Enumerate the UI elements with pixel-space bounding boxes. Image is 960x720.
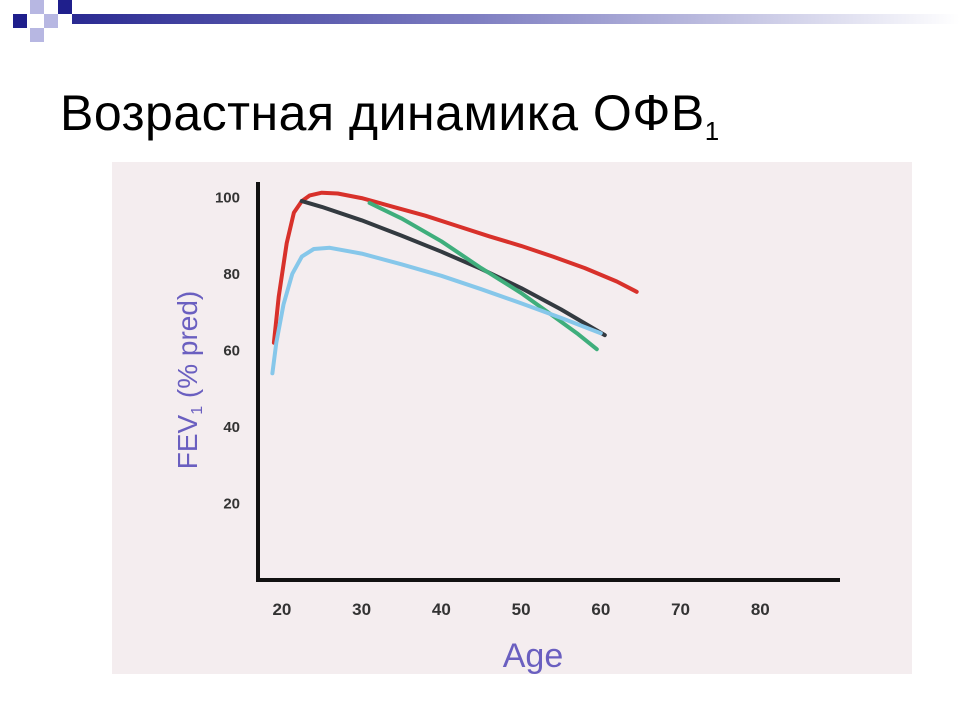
y-tick-label: 80	[223, 266, 240, 283]
slide-title-text: Возрастная динамика ОФВ	[60, 85, 705, 141]
y-tick-label: 20	[223, 495, 240, 512]
y-axis-title-subscript: 1	[189, 406, 206, 415]
x-tick-label: 50	[512, 600, 531, 619]
y-axis-title-suffix: (% pred)	[172, 291, 203, 406]
series-line-1	[271, 190, 639, 345]
corner-square-light-2	[44, 14, 58, 28]
y-tick-labels: 20 40 60 80 100	[215, 189, 240, 512]
y-axis-title-main: FEV	[172, 414, 203, 469]
y-axis-title: FEV1 (% pred)	[172, 291, 206, 470]
slide-title-subscript: 1	[704, 116, 720, 146]
plot-layer	[270, 190, 639, 376]
x-tick-label: 70	[671, 600, 690, 619]
x-tick-label: 60	[591, 600, 610, 619]
series-line-3	[367, 201, 599, 352]
slide-title: Возрастная динамика ОФВ1	[60, 84, 720, 147]
corner-square-dark-1	[13, 14, 27, 28]
series-line-4	[270, 245, 603, 376]
corner-square-dark-2	[58, 0, 72, 14]
corner-square-light-1	[30, 0, 44, 14]
x-axis-title: Age	[503, 637, 564, 674]
chart-panel: 20 40 60 80 100 20 30 40 50 60 70 80 FEV1 (% pred)…	[112, 162, 912, 675]
header-gradient-bar	[72, 14, 960, 24]
x-tick-labels: 20 30 40 50 60 70 80	[272, 600, 769, 619]
x-tick-label: 20	[272, 600, 291, 619]
x-tick-label: 80	[751, 600, 770, 619]
corner-square-light-3	[30, 28, 44, 42]
fev1-age-chart: 20 40 60 80 100 20 30 40 50 60 70 80 FEV1 (% pred)…	[172, 182, 840, 675]
y-tick-label: 100	[215, 189, 240, 206]
x-tick-label: 30	[352, 600, 371, 619]
series-line-2	[299, 199, 607, 338]
y-tick-label: 40	[223, 419, 240, 436]
x-tick-label: 40	[432, 600, 451, 619]
y-tick-label: 60	[223, 342, 240, 359]
